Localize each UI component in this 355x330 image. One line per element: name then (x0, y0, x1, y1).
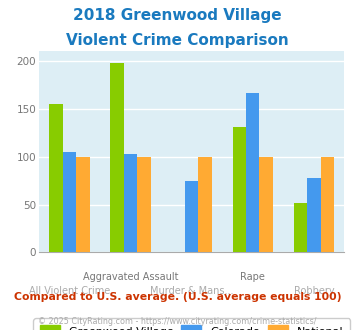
Legend: Greenwood Village, Colorado, National: Greenwood Village, Colorado, National (33, 318, 350, 330)
Text: Violent Crime Comparison: Violent Crime Comparison (66, 33, 289, 48)
Bar (137, 157, 151, 252)
Bar (110, 63, 124, 252)
Bar (198, 157, 212, 252)
Bar (307, 178, 321, 252)
Bar (76, 157, 90, 252)
Text: 2018 Greenwood Village: 2018 Greenwood Village (73, 8, 282, 23)
Bar (124, 154, 137, 252)
Text: © 2025 CityRating.com - https://www.cityrating.com/crime-statistics/: © 2025 CityRating.com - https://www.city… (38, 317, 317, 326)
Text: Aggravated Assault: Aggravated Assault (83, 272, 179, 282)
Text: Rape: Rape (240, 272, 265, 282)
Bar (294, 203, 307, 252)
Bar (321, 157, 334, 252)
Bar (185, 181, 198, 252)
Bar (233, 127, 246, 252)
Bar (49, 104, 63, 252)
Text: All Violent Crime: All Violent Crime (29, 286, 110, 296)
Bar (63, 152, 76, 252)
Text: Robbery: Robbery (294, 286, 334, 296)
Text: Murder & Mans...: Murder & Mans... (150, 286, 234, 296)
Bar (260, 157, 273, 252)
Text: Compared to U.S. average. (U.S. average equals 100): Compared to U.S. average. (U.S. average … (14, 292, 341, 302)
Bar (246, 93, 260, 252)
